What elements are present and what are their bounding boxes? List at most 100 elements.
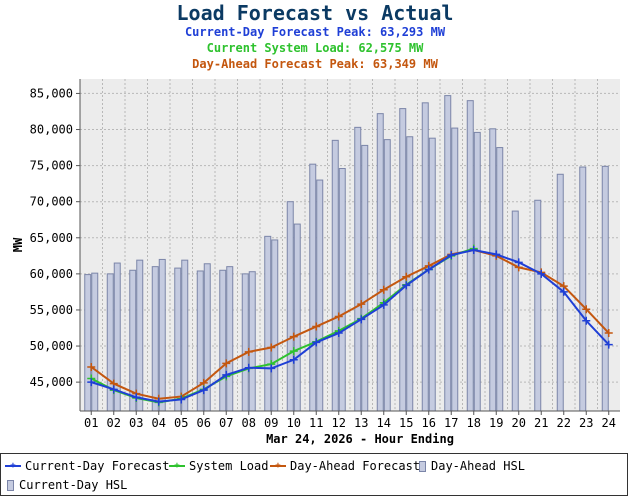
current-day-hsl-bar	[91, 272, 99, 412]
legend-label: System Load	[189, 459, 269, 473]
current-day-hsl-bar	[293, 223, 301, 412]
current-day-forecast-point	[312, 338, 321, 347]
day-ahead-hsl-bar	[489, 128, 497, 412]
x-tick-label: 06	[197, 416, 211, 430]
day-ahead-forecast-point	[402, 272, 411, 281]
legend-item-current-day-hsl[interactable]: Current-Day HSL	[5, 477, 127, 493]
day-ahead-forecast-point	[244, 347, 253, 356]
x-tick-label: 12	[332, 416, 346, 430]
day-ahead-hsl-bar	[421, 102, 429, 412]
day-ahead-hsl-bar	[129, 269, 137, 412]
y-tick-label: 65,000	[30, 231, 73, 245]
legend-item-system-load[interactable]: + System Load	[169, 458, 268, 474]
y-tick-label: 75,000	[30, 159, 73, 173]
day-ahead-hsl-bar	[466, 100, 474, 412]
x-tick-label: 05	[174, 416, 188, 430]
current-day-hsl-bar	[248, 271, 256, 412]
current-day-hsl-bar	[136, 259, 144, 412]
current-day-hsl-bar	[451, 127, 459, 412]
x-tick-label: 04	[152, 416, 166, 430]
day-ahead-hsl-bar	[444, 95, 452, 412]
current-day-forecast-point	[267, 364, 276, 373]
day-ahead-hsl-bar	[241, 273, 249, 412]
day-ahead-forecast-point	[379, 285, 388, 294]
day-ahead-hsl-bar	[399, 108, 407, 412]
day-ahead-peak-text: Day-Ahead Forecast Peak: 63,349 MW	[192, 57, 438, 71]
x-tick-label: 19	[489, 416, 503, 430]
current-day-forecast-point	[334, 329, 343, 338]
y-tick-label: 60,000	[30, 267, 73, 281]
x-tick-label: 22	[557, 416, 571, 430]
x-tick-label: 18	[467, 416, 481, 430]
current-day-hsl-bar	[226, 266, 234, 412]
day-ahead-hsl-bar	[534, 199, 542, 412]
current-day-forecast-point	[199, 386, 208, 395]
day-ahead-hsl-bar	[354, 126, 362, 412]
current-day-hsl-bar	[271, 239, 279, 412]
day-ahead-hsl-bar	[151, 266, 159, 412]
system-load-text: Current System Load: 62,575 MW	[206, 41, 424, 55]
current-day-hsl-bar	[428, 137, 436, 412]
x-tick-label: 09	[264, 416, 278, 430]
day-ahead-forecast-point	[222, 359, 231, 368]
system-load-point	[289, 347, 298, 356]
legend-swatch-system-load: +	[169, 462, 185, 471]
legend-item-day-ahead-hsl[interactable]: Day-Ahead HSL	[417, 458, 525, 474]
current-day-hsl-bar	[496, 147, 504, 412]
x-tick-label: 08	[242, 416, 256, 430]
axes: 45,000 50,000 55,000 60,000 65,000 70,000 75,0…	[30, 79, 620, 430]
load-forecast-chart: 45,000 50,000 55,000 60,000 65,000 70,000 75,0…	[11, 79, 620, 446]
legend-item-day-ahead-forecast[interactable]: + Day-Ahead Forecast	[270, 458, 420, 474]
legend-label: Current-Day Forecast	[25, 459, 170, 473]
day-ahead-hsl-bar	[174, 267, 182, 412]
current-day-forecast-point	[357, 315, 366, 324]
hsl-bars	[84, 95, 609, 412]
legend-item-current-day-forecast[interactable]: + Current-Day Forecast	[5, 458, 170, 474]
chart-legend: + Current-Day Forecast + System Load + D…	[0, 453, 628, 496]
day-ahead-forecast-point	[289, 332, 298, 341]
x-tick-label: 14	[377, 416, 391, 430]
current-day-forecast-point	[244, 363, 253, 372]
day-ahead-hsl-bar	[601, 165, 609, 412]
current-day-hsl-bar	[181, 259, 189, 412]
day-ahead-forecast-point	[357, 300, 366, 309]
current-day-forecast-point	[109, 385, 118, 394]
x-tick-label: 20	[512, 416, 526, 430]
current-day-forecast-point	[87, 378, 96, 387]
day-ahead-hsl-bar	[309, 163, 317, 412]
x-tick-label: 10	[287, 416, 301, 430]
day-ahead-hsl-bar	[286, 201, 294, 412]
x-tick-label: 17	[444, 416, 458, 430]
current-day-hsl-bar	[383, 139, 391, 412]
legend-swatch-day-ahead-forecast: +	[270, 462, 286, 471]
series-lines	[87, 244, 613, 407]
current-day-hsl-bar	[473, 131, 481, 412]
y-tick-label: 45,000	[30, 375, 73, 389]
legend-label: Current-Day HSL	[19, 478, 128, 492]
current-day-forecast-point	[492, 250, 501, 259]
y-tick-label: 55,000	[30, 303, 73, 317]
x-tick-label: 24	[602, 416, 616, 430]
current-day-forecast-point	[222, 370, 231, 379]
day-ahead-forecast-point	[267, 343, 276, 352]
x-tick-label: 01	[84, 416, 98, 430]
current-day-peak-text: Current-Day Forecast Peak: 63,293 MW	[184, 25, 446, 39]
y-tick-label: 70,000	[30, 195, 73, 209]
x-tick-label: 03	[129, 416, 143, 430]
day-ahead-hsl-bar	[579, 166, 587, 412]
y-tick-label: 85,000	[30, 86, 73, 100]
day-ahead-hsl-bar	[84, 274, 92, 412]
day-ahead-hsl-bar	[331, 139, 339, 412]
current-day-forecast-point	[537, 269, 546, 278]
x-tick-label: 13	[354, 416, 368, 430]
legend-label: Day-Ahead HSL	[431, 459, 525, 473]
x-tick-label: 23	[579, 416, 593, 430]
y-tick-label: 80,000	[30, 123, 73, 137]
x-tick-label: 07	[219, 416, 233, 430]
current-day-hsl-bar	[338, 167, 346, 412]
current-day-forecast-point	[559, 287, 568, 296]
current-day-forecast-point	[514, 258, 523, 267]
x-tick-label: 02	[107, 416, 121, 430]
day-ahead-hsl-bar	[264, 235, 272, 412]
current-day-forecast-point	[447, 251, 456, 260]
